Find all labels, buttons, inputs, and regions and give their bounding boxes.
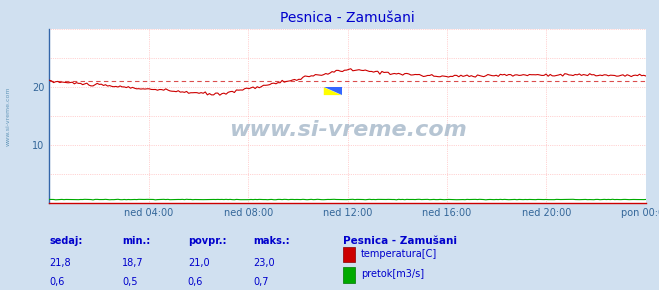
- Text: 23,0: 23,0: [254, 258, 275, 268]
- Text: temperatura[C]: temperatura[C]: [361, 249, 438, 259]
- Text: 0,7: 0,7: [254, 277, 270, 287]
- Text: www.si-vreme.com: www.si-vreme.com: [229, 120, 467, 140]
- Title: Pesnica - Zamušani: Pesnica - Zamušani: [280, 11, 415, 25]
- Text: Pesnica - Zamušani: Pesnica - Zamušani: [343, 236, 457, 246]
- Text: sedaj:: sedaj:: [49, 236, 83, 246]
- Text: maks.:: maks.:: [254, 236, 291, 246]
- Text: 0,6: 0,6: [188, 277, 203, 287]
- Polygon shape: [324, 87, 341, 95]
- Text: povpr.:: povpr.:: [188, 236, 226, 246]
- Text: pretok[m3/s]: pretok[m3/s]: [361, 269, 424, 279]
- Text: 0,5: 0,5: [122, 277, 138, 287]
- Text: min.:: min.:: [122, 236, 150, 246]
- Polygon shape: [324, 87, 341, 95]
- Text: 18,7: 18,7: [122, 258, 144, 268]
- Text: www.si-vreme.com: www.si-vreme.com: [5, 86, 11, 146]
- Text: 21,8: 21,8: [49, 258, 71, 268]
- Text: 21,0: 21,0: [188, 258, 210, 268]
- Text: 0,6: 0,6: [49, 277, 65, 287]
